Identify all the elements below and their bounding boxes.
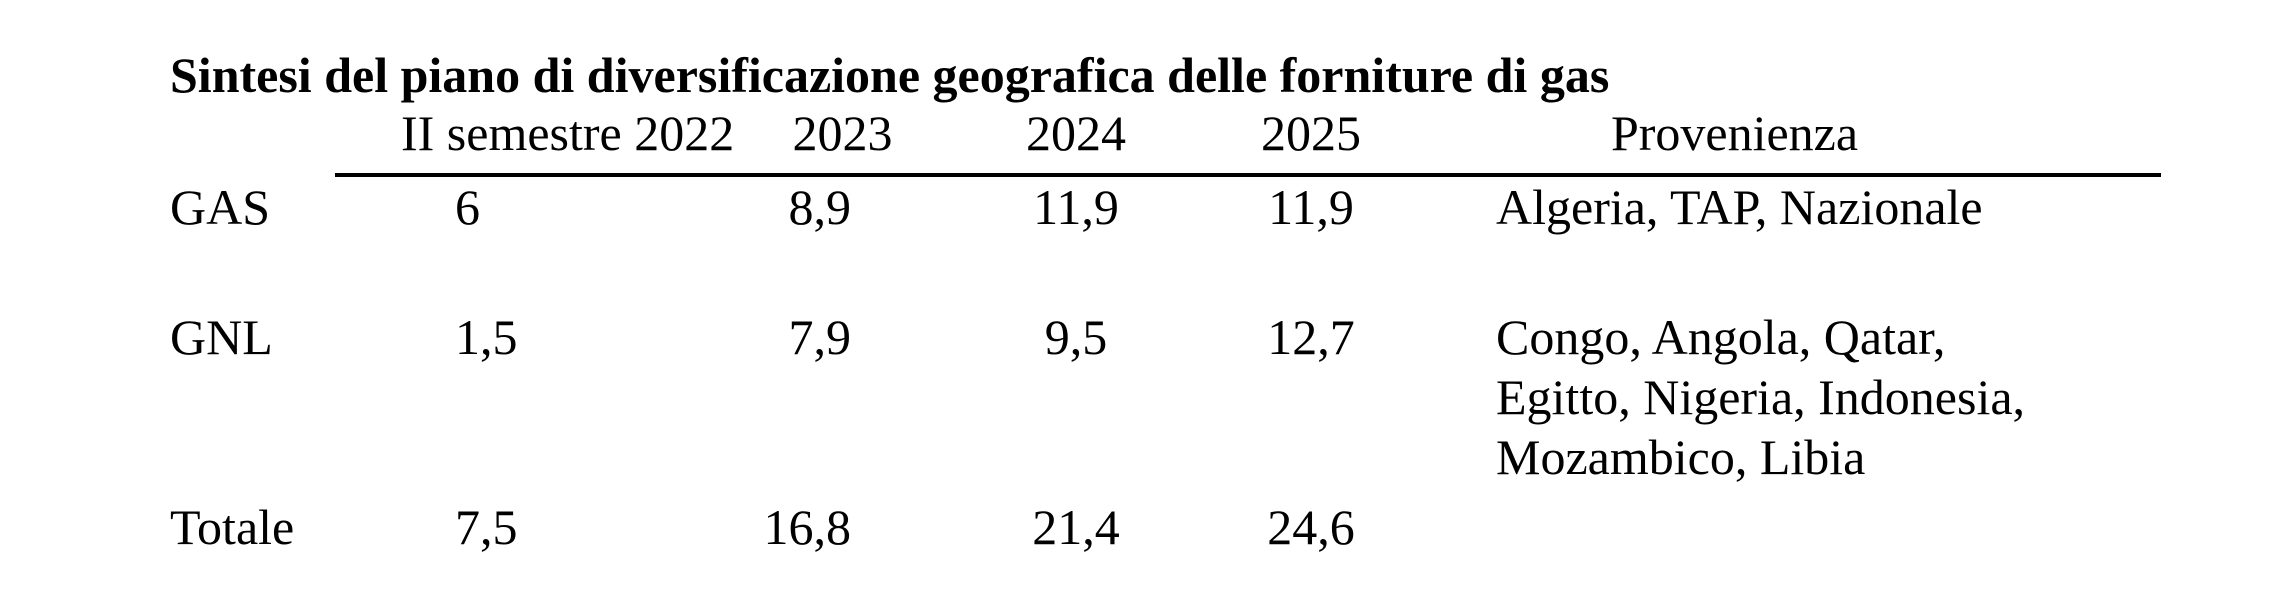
page-title: Sintesi del piano di diversificazione ge… xyxy=(170,47,1610,103)
totale-provenance xyxy=(1430,497,2161,557)
gnl-value-2025: 12,7 xyxy=(1267,309,1355,365)
totale-value-sem2022: 7,5 xyxy=(455,499,518,555)
gas-provenance: Algeria, TAP, Nazionale xyxy=(1496,179,1983,235)
gas-value-2023: 8,9 xyxy=(788,179,852,235)
row-label-gas: GAS xyxy=(170,179,271,235)
totale-value-2023: 16,8 xyxy=(763,499,852,555)
gnl-provenance: Congo, Angola, Qatar, Egitto, Nigeria, I… xyxy=(1496,309,2026,485)
gnl-value-2024: 9,5 xyxy=(1044,309,1108,365)
document-body: Sintesi del piano di diversificazione ge… xyxy=(170,47,2296,557)
column-header-label xyxy=(170,105,335,177)
gnl-value-sem2022: 1,5 xyxy=(455,309,518,365)
gas-diversification-table: II semestre 2022 2023 2024 2025 Provenie… xyxy=(170,105,2296,557)
column-header-ii-semestre-2022: II semestre 2022 xyxy=(335,105,734,177)
gas-value-2025: 11,9 xyxy=(1268,179,1354,235)
row-label-gnl: GNL xyxy=(170,309,273,365)
totale-value-2024: 21,4 xyxy=(1032,499,1120,555)
row-label-totale: Totale xyxy=(170,499,295,555)
column-header-2025: 2025 xyxy=(1192,105,1430,177)
column-header-provenienza: Provenienza xyxy=(1430,105,2161,177)
gas-value-sem2022: 6 xyxy=(455,179,480,235)
gas-value-2024: 11,9 xyxy=(1033,179,1119,235)
column-header-2023: 2023 xyxy=(725,105,960,177)
column-header-2024: 2024 xyxy=(960,105,1192,177)
totale-value-2025: 24,6 xyxy=(1267,499,1355,555)
gnl-value-2023: 7,9 xyxy=(788,309,852,365)
